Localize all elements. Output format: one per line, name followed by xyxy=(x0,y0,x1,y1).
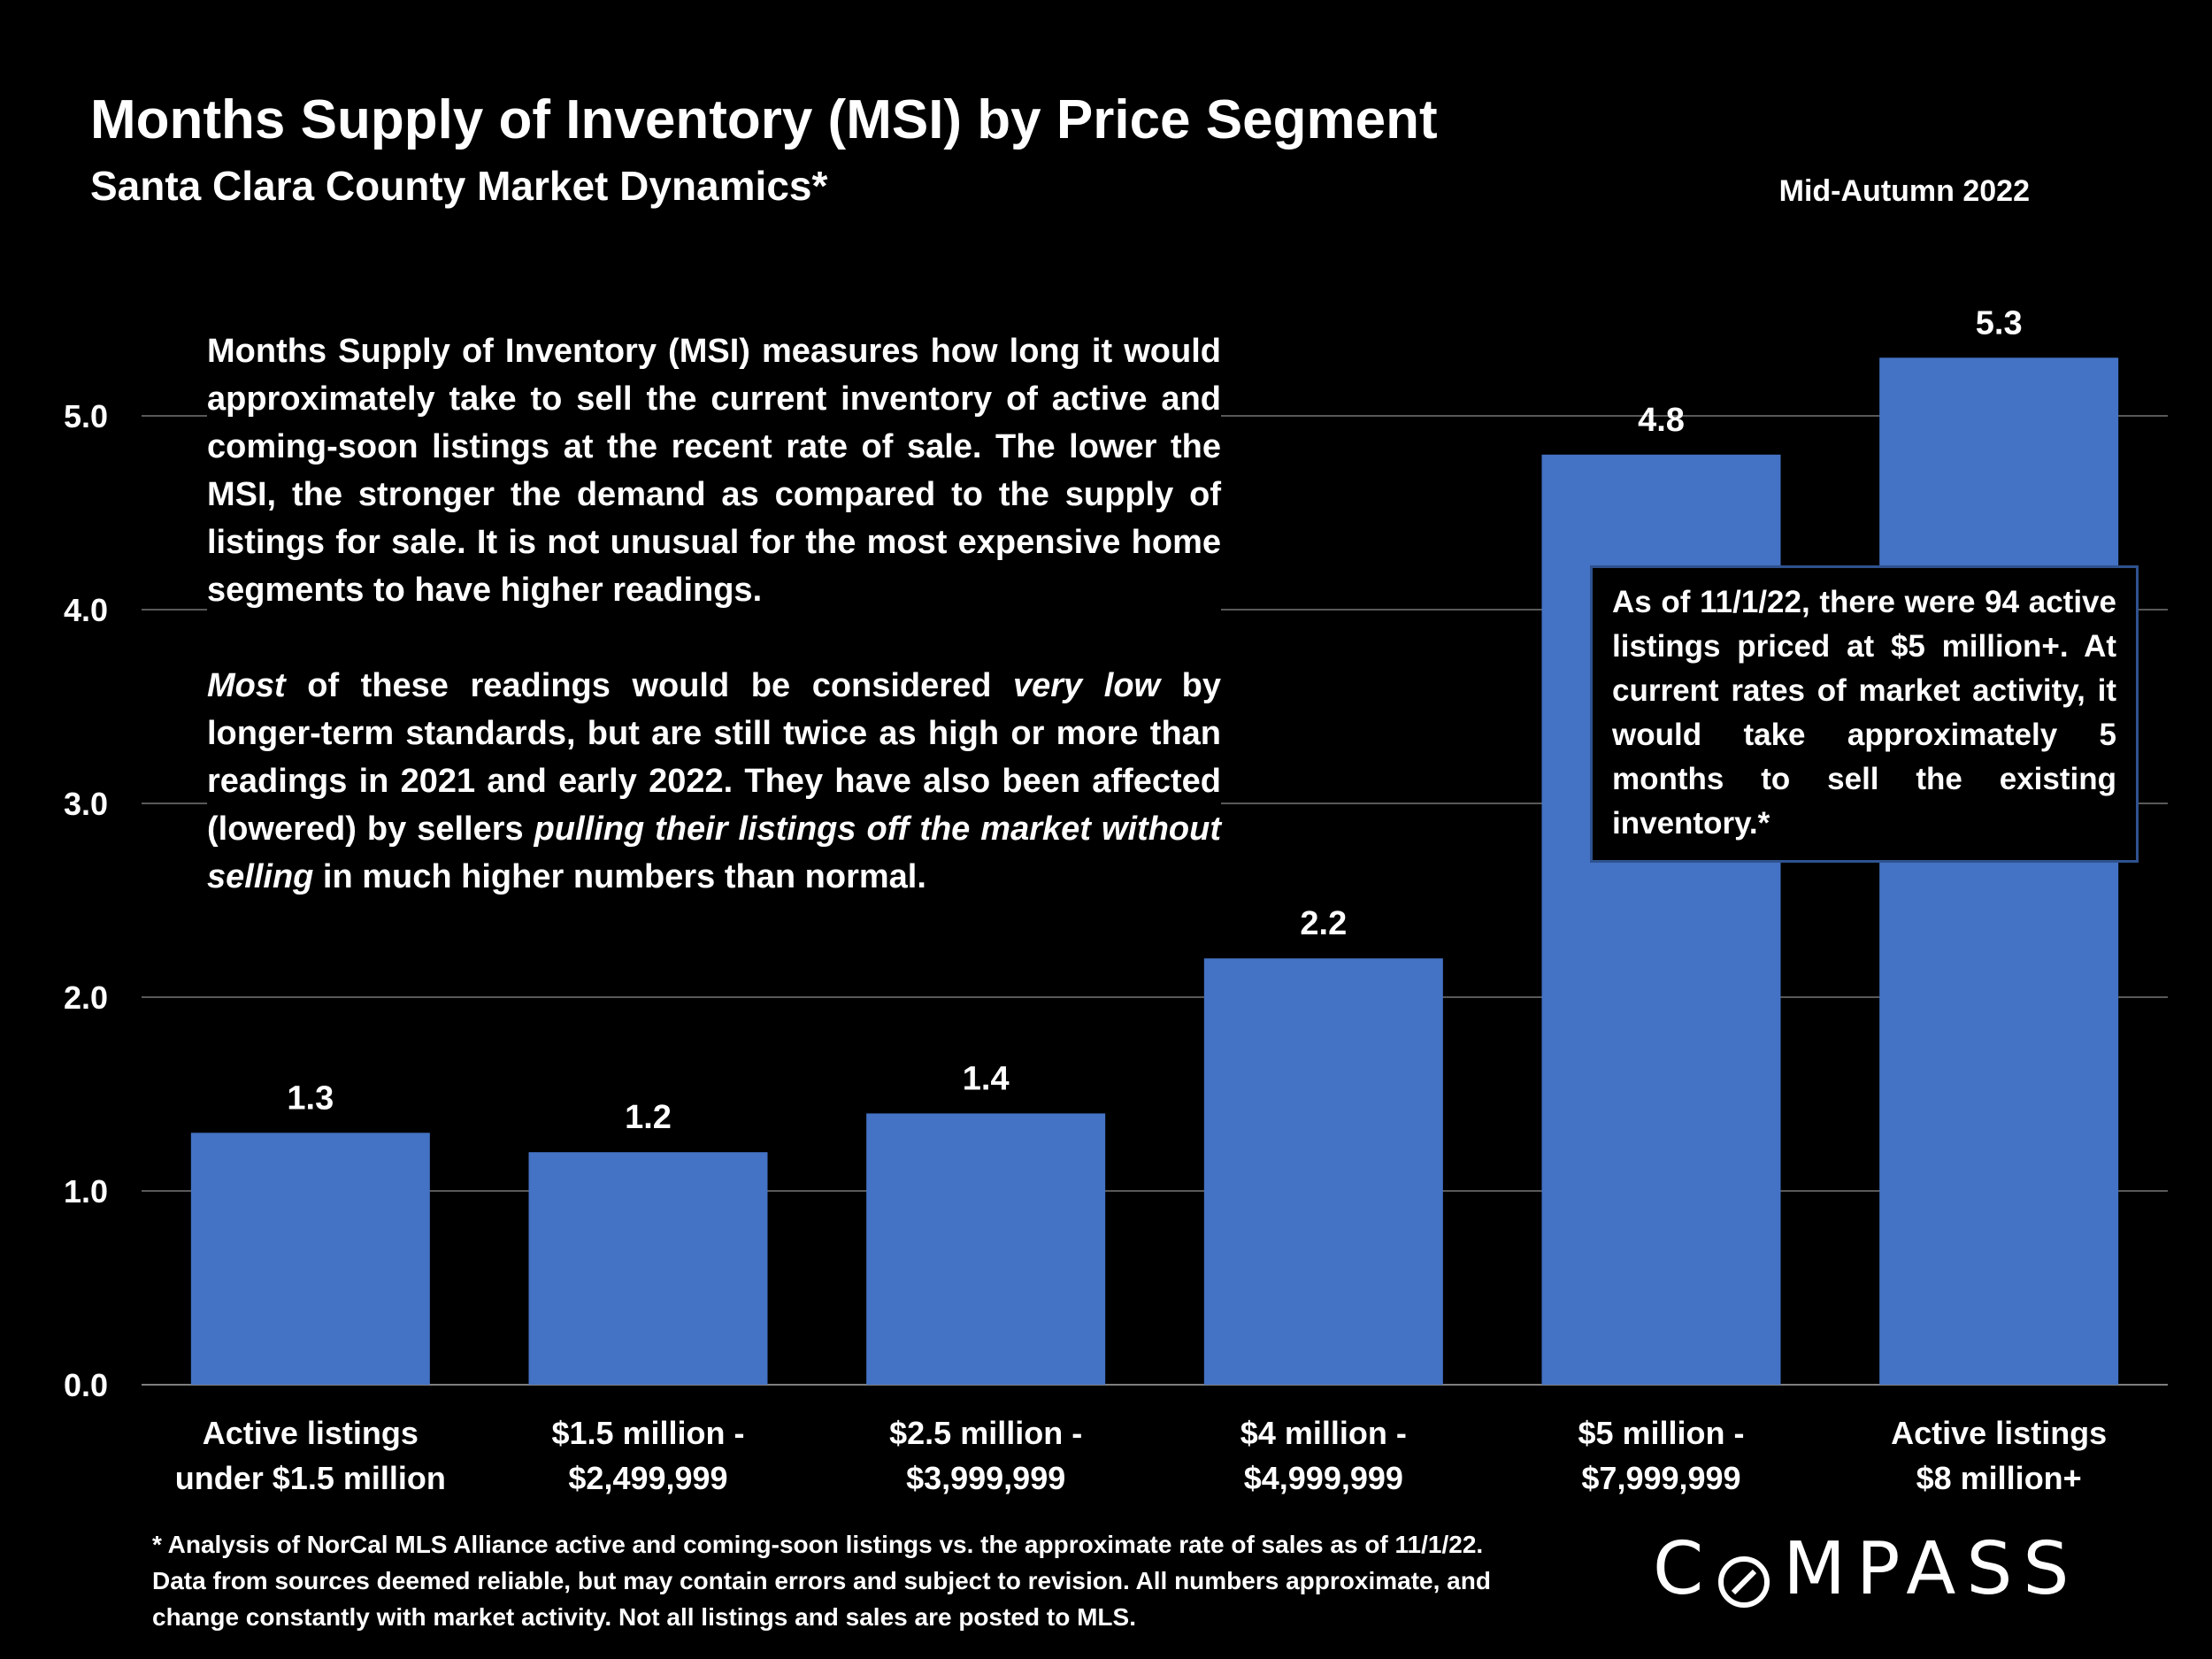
y-tick-label: 2.0 xyxy=(64,979,108,1016)
report-date: Mid-Autumn 2022 xyxy=(1778,174,2030,208)
bar xyxy=(1879,357,2119,1385)
description-text: Months Supply of Inventory (MSI) measure… xyxy=(207,327,1221,904)
logo-letter-c: C xyxy=(1653,1526,1715,1611)
x-tick-label: $4,999,999 xyxy=(1244,1460,1403,1496)
bar xyxy=(528,1152,768,1385)
y-tick-label: 1.0 xyxy=(64,1173,108,1210)
data-label: 1.4 xyxy=(963,1060,1010,1097)
footnote: * Analysis of NorCal MLS Alliance active… xyxy=(152,1531,1491,1631)
bar xyxy=(1203,958,1443,1385)
x-tick-label: $7,999,999 xyxy=(1581,1460,1740,1496)
x-tick-label: $2,499,999 xyxy=(568,1460,727,1496)
description-paragraph-2: Most of these readings would be consider… xyxy=(207,662,1221,901)
compass-logo: C MPASS xyxy=(1653,1526,2080,1611)
description-emphasis-very-low: very low xyxy=(1013,667,1161,704)
x-tick-label: $5 million - xyxy=(1578,1415,1744,1451)
data-label: 5.3 xyxy=(1976,304,2023,342)
x-tick-label: $4 million - xyxy=(1240,1415,1407,1451)
data-label: 2.2 xyxy=(1300,905,1347,942)
data-label: 4.8 xyxy=(1638,402,1685,439)
description-emphasis-most: Most xyxy=(207,667,286,704)
y-tick-label: 0.0 xyxy=(64,1367,108,1403)
x-tick-label: $8 million+ xyxy=(1916,1460,2082,1496)
logo-letters-mpass: MPASS xyxy=(1783,1526,2080,1611)
description-paragraph-1: Months Supply of Inventory (MSI) measure… xyxy=(207,333,1221,609)
x-tick-label: $3,999,999 xyxy=(906,1460,1065,1496)
y-tick-label: 5.0 xyxy=(64,398,108,434)
callout-box: As of 11/1/22, there were 94 active list… xyxy=(1590,565,2139,863)
data-label: 1.2 xyxy=(625,1099,672,1136)
bar xyxy=(190,1133,430,1385)
logo-ring-icon xyxy=(1717,1542,1770,1608)
y-tick-label: 4.0 xyxy=(64,592,108,628)
x-tick-label: $1.5 million - xyxy=(551,1415,744,1451)
description-text-run: of these readings would be considered xyxy=(285,667,1013,704)
x-tick-label: Active listings xyxy=(203,1415,419,1451)
data-label: 1.3 xyxy=(287,1079,334,1117)
x-tick-label: under $1.5 million xyxy=(175,1460,446,1496)
description-text-run: in much higher numbers than normal. xyxy=(313,858,926,895)
description-emphasis-pulling: pulling their listings off the market wi… xyxy=(207,810,1221,895)
chart-subtitle: Santa Clara County Market Dynamics* xyxy=(90,163,828,209)
x-tick-label: Active listings xyxy=(1891,1415,2107,1451)
bar xyxy=(866,1113,1106,1385)
chart-title: Months Supply of Inventory (MSI) by Pric… xyxy=(90,89,1438,150)
y-tick-label: 3.0 xyxy=(64,786,108,822)
x-tick-label: $2.5 million - xyxy=(889,1415,1082,1451)
description-text-run: by longer-term standards, but are still … xyxy=(207,667,1222,848)
